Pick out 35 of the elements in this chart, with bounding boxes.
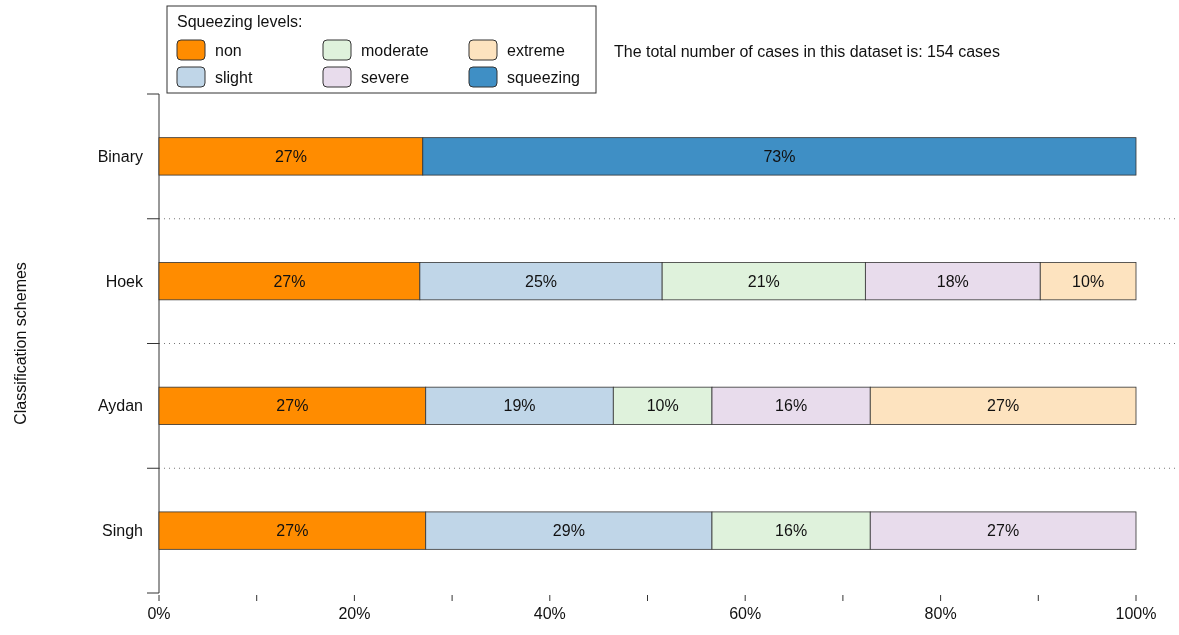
data-label: 27% (276, 397, 309, 415)
legend-label: moderate (361, 41, 429, 59)
data-label: 27% (987, 522, 1020, 540)
y-tick-label: Aydan (97, 397, 143, 415)
legend-label: squeezing (507, 68, 580, 86)
data-label: 27% (274, 147, 307, 165)
data-label: 16% (775, 397, 808, 415)
x-tick-label: 100% (1115, 605, 1157, 622)
data-label: 18% (936, 272, 969, 290)
legend-label: extreme (507, 41, 565, 59)
legend-title: Squeezing levels: (177, 13, 303, 30)
data-label: 21% (747, 272, 780, 290)
legend-label: slight (215, 68, 253, 86)
data-label: 29% (552, 522, 585, 540)
data-label: 73% (763, 147, 796, 165)
data-label: 10% (1072, 272, 1105, 290)
text: The total number of cases in this dataset is: 154 cases (614, 43, 1000, 60)
data-label: 27% (276, 522, 309, 540)
y-tick-label: Singh (102, 522, 143, 540)
data-label: 25% (524, 272, 558, 290)
data-label: 16% (775, 522, 808, 540)
data-label: 19% (503, 397, 536, 415)
legend-label: non (215, 41, 242, 59)
data-label: 10% (646, 397, 679, 415)
x-tick-label: 20% (338, 605, 371, 622)
data-label: 27% (987, 397, 1020, 415)
x-tick-label: 80% (924, 605, 957, 622)
x-tick-label: 40% (533, 605, 566, 622)
data-label: 27% (273, 272, 306, 290)
legend-label: severe (361, 68, 410, 86)
x-tick-label: 0% (147, 605, 171, 622)
y-tick-label: Binary (97, 147, 143, 165)
y-axis-title: Classification schemes (12, 262, 29, 425)
y-tick-label: Hoek (105, 272, 144, 290)
x-tick-label: 60% (729, 605, 762, 622)
